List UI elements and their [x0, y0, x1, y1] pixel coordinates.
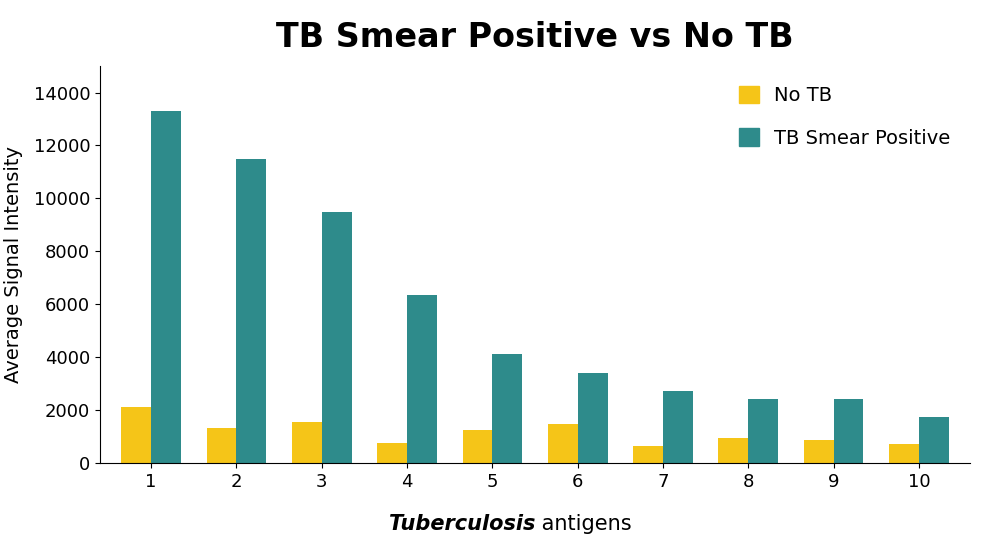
Bar	[578, 373, 608, 463]
Bar	[492, 354, 522, 463]
Text: Tuberculosis: Tuberculosis	[389, 515, 535, 534]
Bar	[804, 440, 834, 463]
Bar	[748, 399, 778, 463]
Legend: No TB, TB Smear Positive: No TB, TB Smear Positive	[730, 76, 960, 158]
Bar	[121, 407, 151, 463]
Bar	[207, 429, 236, 463]
Bar	[548, 424, 578, 463]
Title: TB Smear Positive vs No TB: TB Smear Positive vs No TB	[276, 21, 794, 53]
Y-axis label: Average Signal Intensity: Average Signal Intensity	[4, 146, 23, 383]
Bar	[718, 437, 748, 463]
Bar	[463, 430, 492, 463]
Bar	[633, 446, 663, 463]
Bar	[663, 391, 693, 463]
Bar	[151, 111, 181, 463]
Bar	[407, 295, 437, 463]
Bar	[834, 399, 863, 463]
Bar	[292, 422, 322, 463]
Bar	[377, 443, 407, 463]
Bar	[322, 212, 352, 463]
Bar	[236, 159, 266, 463]
Text: antigens: antigens	[535, 515, 632, 534]
Bar	[889, 444, 919, 463]
Bar	[919, 417, 949, 463]
